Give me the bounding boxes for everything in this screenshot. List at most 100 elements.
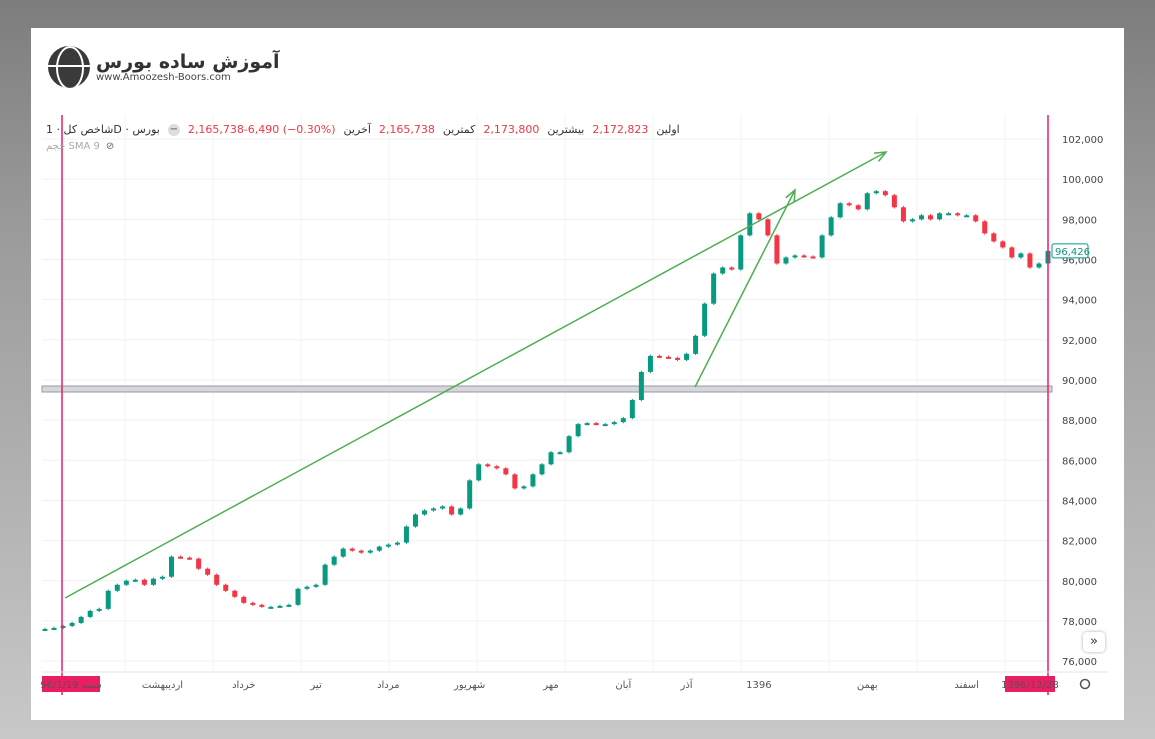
candle <box>105 590 111 609</box>
candle <box>60 625 66 628</box>
candle <box>440 506 446 509</box>
candle <box>412 514 418 527</box>
candle <box>702 303 708 336</box>
time-label: 1396 <box>746 680 771 691</box>
candle <box>955 213 961 216</box>
candle <box>367 550 373 553</box>
candle <box>494 466 500 469</box>
candle <box>214 574 220 585</box>
candle <box>150 578 156 585</box>
logo-title: آموزش ساده بورس <box>96 50 280 73</box>
candle <box>530 474 536 487</box>
last-price-label: 96,426 <box>1055 247 1090 258</box>
trend-arrow-steep <box>694 189 796 388</box>
candle <box>69 622 75 626</box>
candle <box>467 480 473 509</box>
time-label: مهر <box>542 680 558 691</box>
candle <box>277 605 283 608</box>
candle <box>665 356 671 359</box>
candle <box>485 464 491 467</box>
candle <box>611 422 617 425</box>
candle <box>1018 253 1024 258</box>
candle <box>656 355 662 358</box>
candle <box>178 556 184 559</box>
candle <box>982 221 988 234</box>
candle <box>620 418 626 423</box>
candle <box>114 584 120 591</box>
candle <box>403 526 409 543</box>
time-label: اسفند <box>954 680 978 691</box>
chart-legend: شاخص کل · 1D · بورس − 2,165,738-6,490 (−… <box>46 123 680 136</box>
candle <box>602 424 608 427</box>
candle <box>286 604 292 607</box>
candle <box>503 468 509 475</box>
candle <box>729 267 735 270</box>
candle <box>575 424 581 437</box>
time-label: آذر <box>680 678 694 691</box>
last-price-tag <box>1051 243 1089 259</box>
collapse-icon[interactable]: − <box>167 123 180 136</box>
y-tick-label: 82,000 <box>1062 537 1097 548</box>
candle <box>78 616 84 623</box>
candle <box>765 219 771 236</box>
candle <box>946 213 952 216</box>
candle <box>304 586 310 589</box>
scroll-right-button[interactable]: » <box>1083 632 1105 652</box>
high-value: 2,173,800 <box>483 123 540 136</box>
globe-chart-icon <box>48 46 90 88</box>
candle <box>891 195 897 208</box>
candle <box>900 207 906 222</box>
y-tick-label: 96,000 <box>1062 255 1097 266</box>
candle <box>747 213 753 236</box>
candle <box>232 590 238 597</box>
candle <box>250 602 256 605</box>
indicator-legend: حجم SMA 9 ⊘ <box>46 141 114 152</box>
open-value: 2,172,823 <box>592 123 649 136</box>
candle <box>909 219 915 222</box>
candle <box>991 233 997 242</box>
time-label: آبان <box>615 678 632 691</box>
candle <box>51 627 57 630</box>
logo-url: www.Amoozesh-Boors.com <box>96 71 231 83</box>
symbol-title[interactable]: شاخص کل · 1D · بورس <box>46 123 160 136</box>
low-value: 2,165,738 <box>378 123 435 136</box>
time-axis: شنبه 96/1/19 اردیبهشت خرداد تیر مرداد شهریور م… <box>40 676 1059 692</box>
candle <box>322 564 328 585</box>
eye-hidden-icon[interactable]: ⊘ <box>105 141 115 152</box>
support-level-line <box>41 385 1053 393</box>
time-label: تیر <box>309 680 322 691</box>
change-value: 2,165,738-6,490 (−0.30%) <box>187 123 336 136</box>
indicator-label[interactable]: حجم SMA 9 <box>46 141 100 152</box>
candle <box>259 604 265 607</box>
candle <box>422 510 428 515</box>
candle <box>313 584 319 587</box>
candle <box>973 215 979 222</box>
candle <box>756 213 762 220</box>
candle <box>295 588 301 605</box>
candle <box>720 267 726 274</box>
y-tick-label: 86,000 <box>1062 456 1097 467</box>
candle <box>132 579 138 582</box>
logo: آموزش ساده بورس www.Amoozesh-Boors.com <box>48 46 280 88</box>
time-label: شهریور <box>453 680 485 691</box>
candle <box>1027 253 1033 268</box>
candle <box>557 452 563 455</box>
candle <box>431 508 437 511</box>
candle <box>241 596 247 603</box>
candle <box>196 558 202 569</box>
trend-arrow-long-head <box>873 151 888 162</box>
trend-arrow-long <box>64 151 887 599</box>
settings-gear-icon[interactable] <box>1079 678 1091 690</box>
candle <box>385 544 391 547</box>
trend-arrow-steep-head <box>785 188 796 203</box>
y-tick-label: 100,000 <box>1062 175 1103 186</box>
candle <box>846 203 852 206</box>
candle <box>928 215 934 220</box>
candle <box>638 371 644 401</box>
candle <box>349 548 355 551</box>
candle <box>837 203 843 218</box>
candle <box>873 191 879 194</box>
candle <box>566 436 572 453</box>
candle <box>918 215 924 220</box>
